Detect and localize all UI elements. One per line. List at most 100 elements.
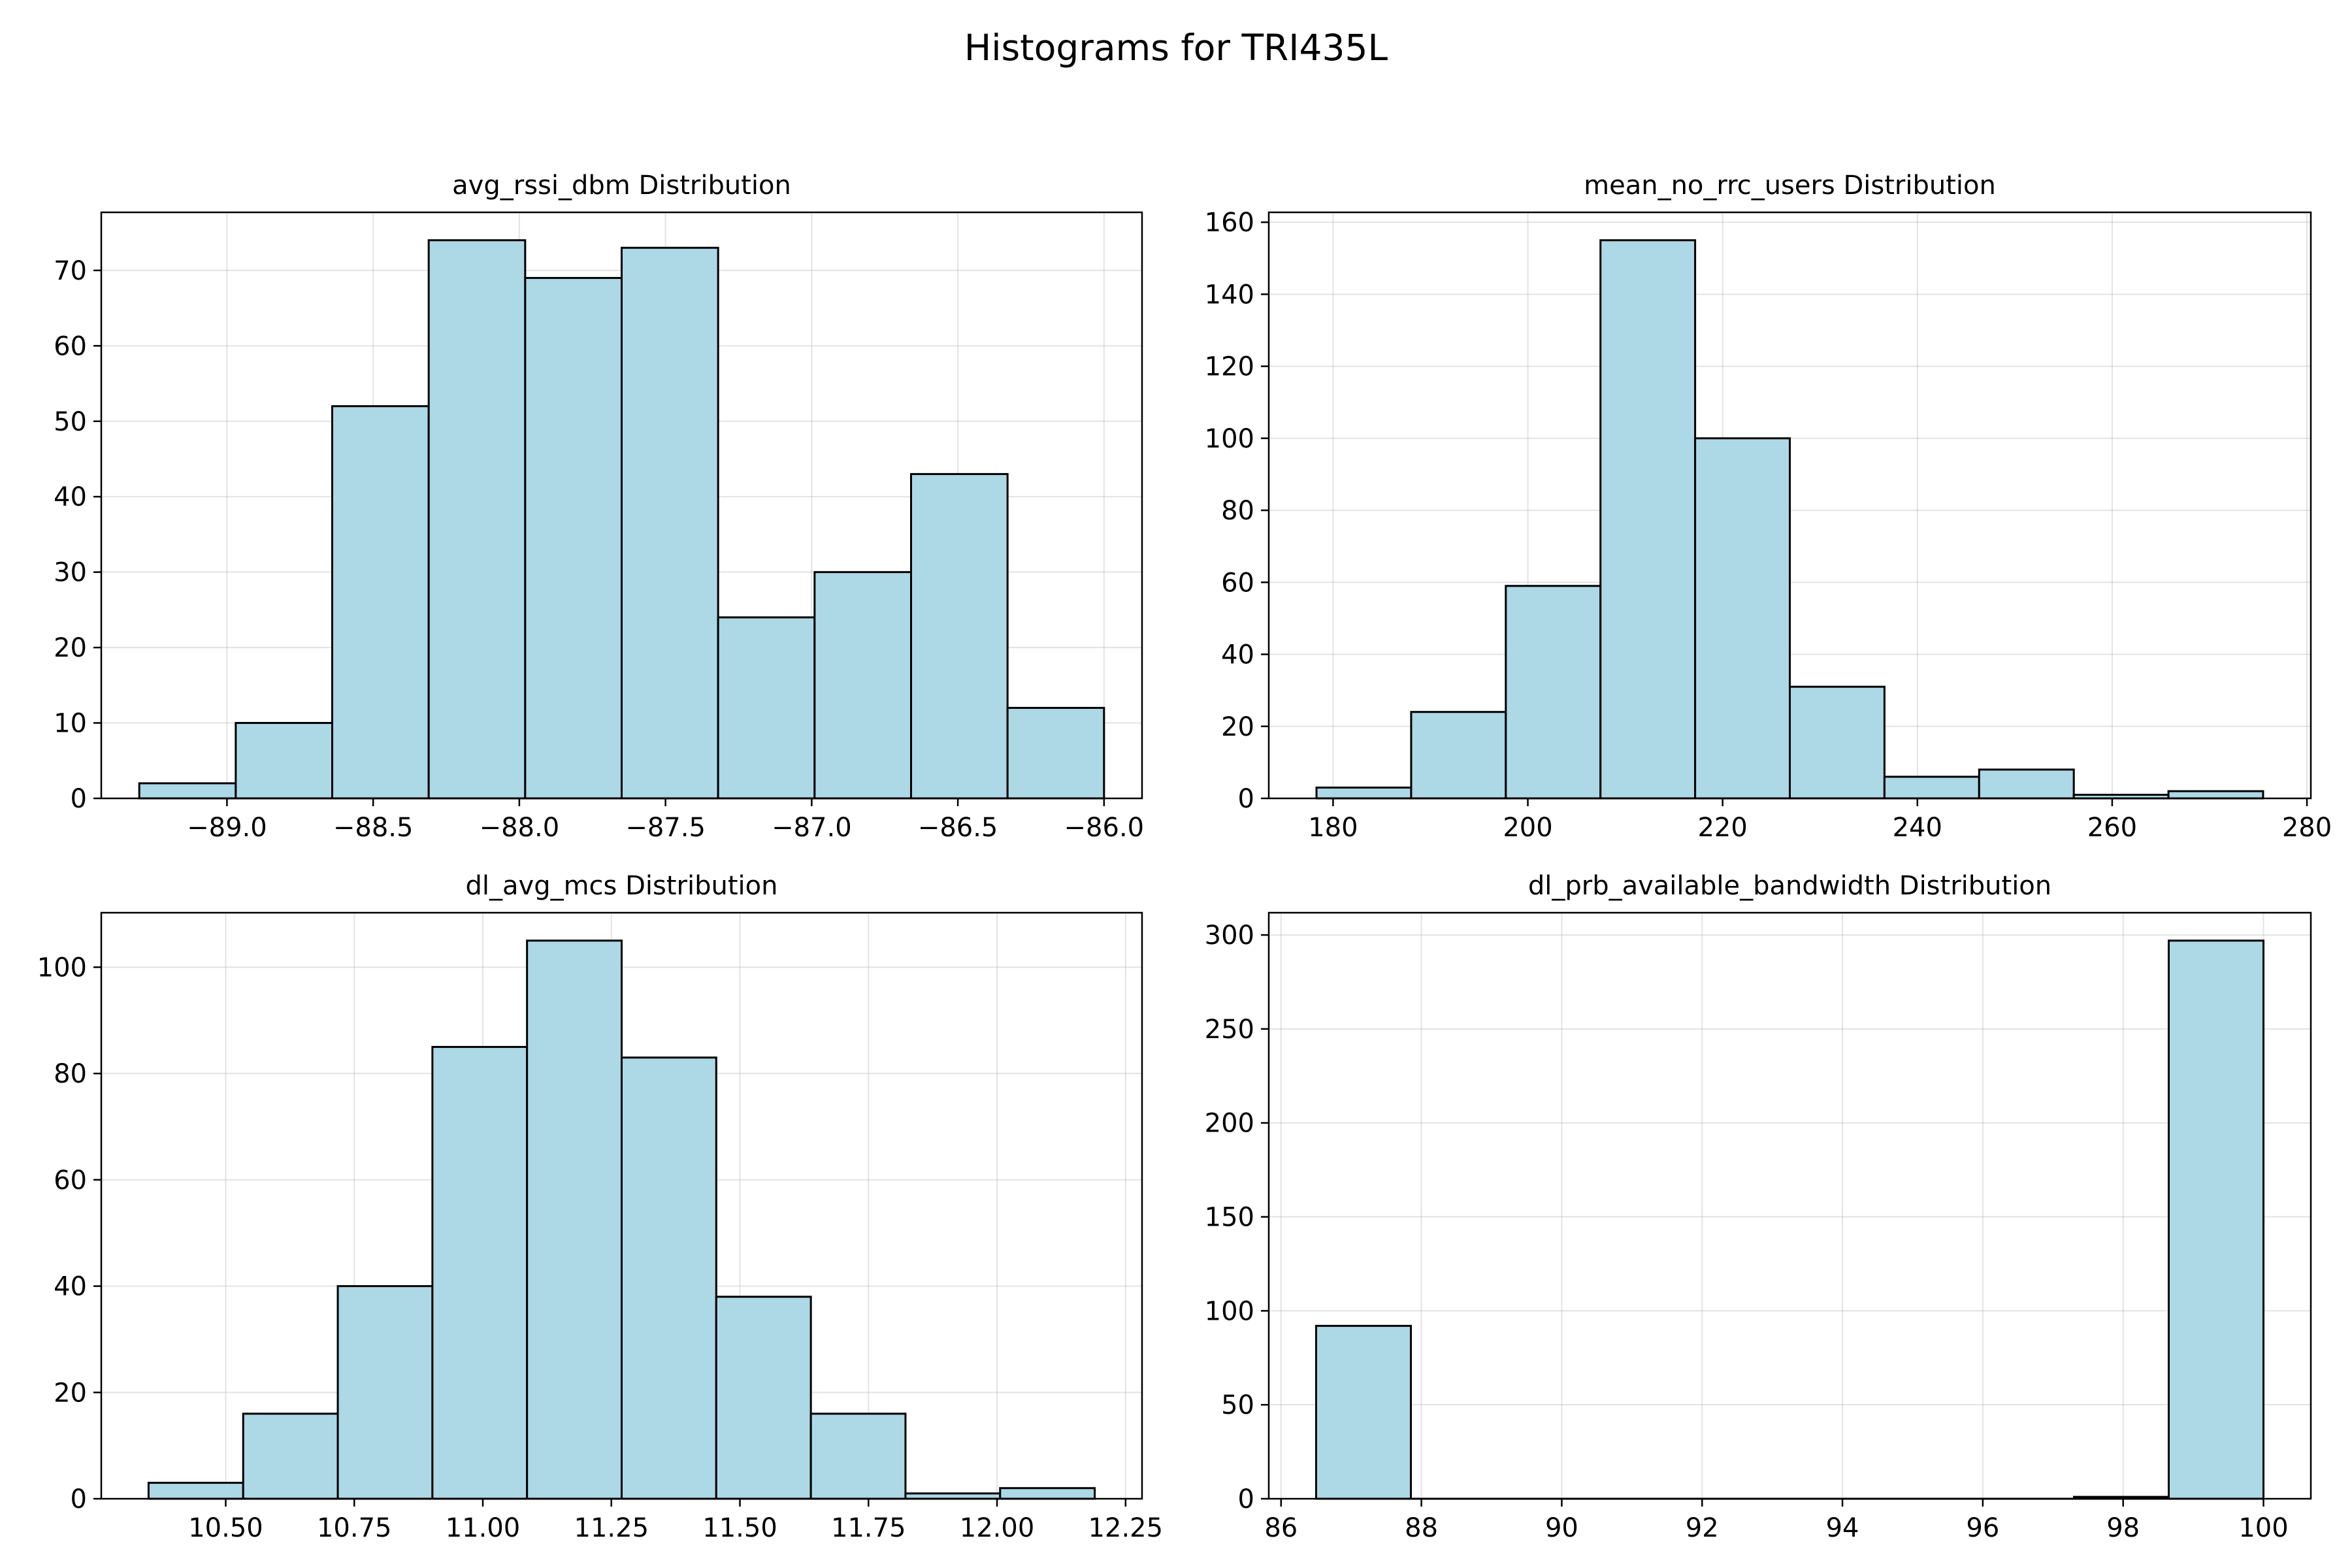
y-tick-label: 120	[1205, 352, 1254, 382]
x-tick-label: 11.50	[702, 1513, 777, 1543]
x-tick-label: 10.75	[317, 1513, 392, 1543]
y-tick-label: 150	[1205, 1203, 1254, 1233]
histogram-bar	[242, 1413, 339, 1500]
histogram-bar	[621, 246, 719, 800]
y-tick-label: 140	[1205, 280, 1254, 310]
subplot-1: avg_rssi_dbm Distribution −89.0 −88.5 −88.0…	[54, 171, 1144, 843]
x-tick-label: −87.5	[625, 813, 706, 843]
histogram-bar	[147, 1482, 244, 1500]
histogram-bar	[717, 616, 816, 800]
histogram-bar	[526, 939, 623, 1500]
y-tick-label: 30	[54, 558, 87, 588]
subplot-grid: avg_rssi_dbm Distribution −89.0 −88.5 −88.0…	[37, 171, 2332, 1543]
y-tick-label: 40	[54, 1272, 87, 1302]
x-tick-label: 240	[1893, 813, 1942, 843]
y-tick-label: 10	[54, 709, 87, 739]
y-tick-label: 100	[1205, 1296, 1254, 1326]
histogram-bar	[524, 276, 623, 800]
y-tick-label: 50	[54, 407, 87, 437]
x-tick-label: 11.75	[831, 1513, 906, 1543]
x-tick-label: −88.5	[333, 813, 414, 843]
x-tick-label: 11.25	[574, 1513, 649, 1543]
axes-frame	[100, 211, 1143, 800]
x-tick-label: 10.50	[188, 1513, 263, 1543]
y-tick-label: 60	[54, 331, 87, 361]
x-tick-label: 100	[2238, 1513, 2288, 1543]
subplot-4: dl_prb_available_bandwidth Distribution 8…	[1205, 871, 2312, 1543]
y-tick-label: 100	[1205, 424, 1254, 454]
x-tick-label: 98	[2106, 1513, 2140, 1543]
histogram-bar	[2168, 939, 2264, 1500]
histogram-bar	[1883, 776, 1980, 800]
y-tick-label: 60	[54, 1166, 87, 1196]
y-tick-label: 50	[1221, 1390, 1254, 1420]
histogram-bar	[1694, 437, 1791, 800]
y-tick-label: 20	[54, 1378, 87, 1408]
histogram-bar	[138, 782, 237, 800]
x-tick-label: 96	[1966, 1513, 1999, 1543]
axes-frame	[1267, 211, 2312, 800]
histogram-bar	[1505, 585, 1602, 800]
x-tick-label: 90	[1545, 1513, 1578, 1543]
y-tick-label: 20	[1221, 712, 1254, 742]
y-tick-label: 200	[1205, 1109, 1254, 1139]
y-tick-label: 100	[37, 953, 87, 983]
histogram-bar	[235, 722, 334, 800]
histogram-bar	[1599, 239, 1697, 800]
subplot-title: avg_rssi_dbm Distribution	[452, 171, 791, 201]
histogram-bar	[715, 1296, 812, 1500]
histogram-bar	[813, 571, 912, 800]
y-tick-label: 0	[1238, 1484, 1254, 1514]
x-tick-label: 11.00	[446, 1513, 521, 1543]
x-tick-label: 92	[1686, 1513, 1719, 1543]
y-tick-label: 60	[1221, 568, 1254, 598]
x-tick-label: −87.0	[772, 813, 852, 843]
x-tick-label: 200	[1503, 813, 1552, 843]
subplot-title: dl_prb_available_bandwidth Distribution	[1528, 871, 2051, 901]
subplot-3: dl_avg_mcs Distribution 10.50 10.75 11.00 11…	[37, 871, 1163, 1543]
x-tick-label: −88.0	[480, 813, 560, 843]
histogram-bar	[1006, 706, 1105, 800]
histogram-bar	[427, 239, 527, 800]
x-tick-label: −86.5	[918, 813, 998, 843]
y-tick-label: 80	[54, 1059, 87, 1089]
histogram-bar	[431, 1045, 529, 1500]
x-tick-label: 260	[2087, 813, 2137, 843]
x-tick-label: 12.00	[960, 1513, 1035, 1543]
x-tick-label: 88	[1405, 1513, 1438, 1543]
y-tick-label: 40	[54, 482, 87, 512]
subplot-title: dl_avg_mcs Distribution	[466, 871, 778, 901]
y-tick-label: 250	[1205, 1015, 1254, 1045]
y-tick-label: 70	[54, 256, 87, 286]
x-tick-label: −86.0	[1064, 813, 1145, 843]
histogram-bar	[2167, 790, 2264, 800]
x-tick-label: 94	[1826, 1513, 1859, 1543]
histogram-bar	[909, 473, 1009, 800]
axes-frame	[100, 911, 1143, 1500]
y-tick-label: 300	[1205, 921, 1254, 951]
x-tick-label: 180	[1308, 813, 1358, 843]
subplot-title: mean_no_rrc_users Distribution	[1584, 171, 1996, 201]
histogram-bar	[999, 1487, 1096, 1500]
x-tick-label: 280	[2282, 813, 2332, 843]
y-tick-label: 0	[1238, 784, 1254, 814]
histogram-bar	[1410, 711, 1507, 800]
histogram-bar	[1978, 768, 2075, 800]
y-tick-label: 0	[71, 784, 87, 814]
x-tick-label: 220	[1697, 813, 1747, 843]
x-tick-label: −89.0	[187, 813, 267, 843]
y-tick-label: 20	[54, 633, 87, 663]
x-tick-label: 86	[1264, 1513, 1298, 1543]
axes-frame	[1267, 911, 2312, 1500]
histogram-bar	[1315, 1324, 1412, 1500]
figure-title: Histograms for TRI435L	[964, 27, 1388, 69]
histogram-bar	[1315, 786, 1413, 800]
y-tick-label: 80	[1221, 496, 1254, 526]
histogram-bar	[809, 1413, 907, 1500]
histogram-bar	[331, 405, 430, 800]
histogram-bar	[621, 1056, 717, 1500]
x-tick-label: 12.25	[1088, 1513, 1164, 1543]
histogram-bar	[1789, 685, 1886, 800]
